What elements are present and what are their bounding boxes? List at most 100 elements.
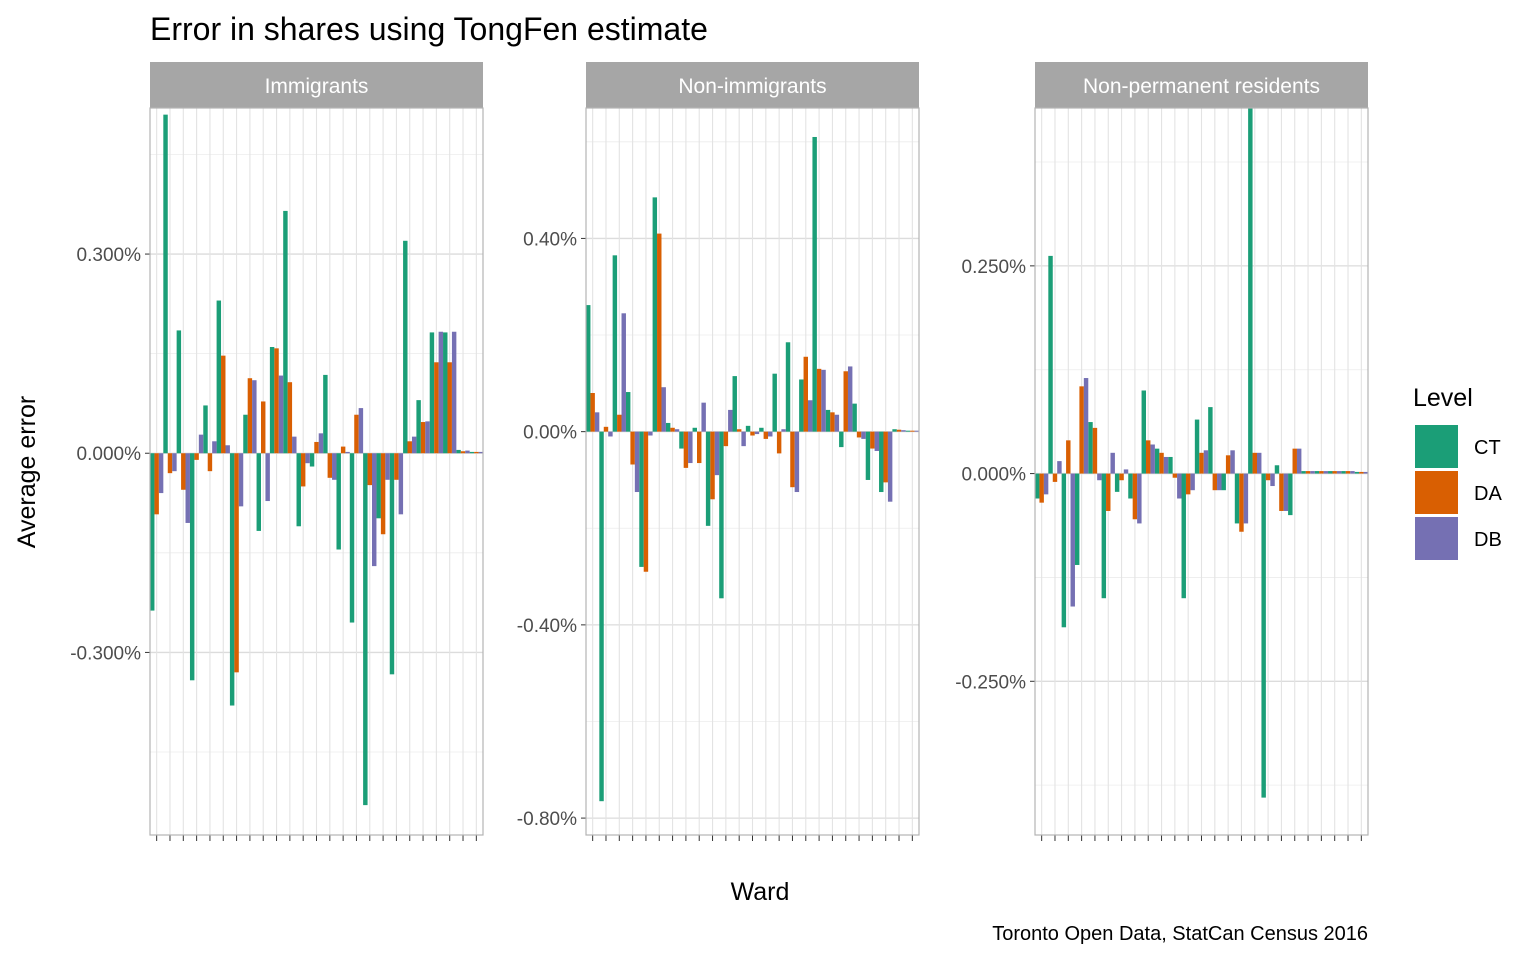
bar-da — [181, 453, 186, 490]
bar-db — [252, 380, 257, 454]
bar-db — [172, 453, 177, 472]
bar-ct — [1035, 473, 1040, 499]
bar-da — [1066, 440, 1071, 474]
y-tick-label: 0.00% — [523, 423, 577, 444]
bar-db — [621, 313, 626, 432]
y-tick-label: -0.80% — [517, 809, 577, 830]
bar-db — [372, 453, 377, 567]
bar-da — [763, 431, 769, 439]
y-tick-label: 0.000% — [962, 465, 1027, 486]
bar-db — [478, 451, 483, 454]
bar-db — [305, 453, 310, 464]
bar-db — [688, 431, 693, 464]
y-tick-label: 0.250% — [962, 257, 1027, 278]
bar-ct — [216, 300, 222, 454]
bar-da — [314, 441, 319, 454]
bar-da — [883, 431, 888, 483]
bar-ct — [732, 376, 737, 432]
bar-ct — [283, 210, 288, 454]
bar-db — [834, 414, 840, 432]
bar-db — [212, 441, 217, 454]
bar-ct — [892, 429, 897, 432]
bar-ct — [389, 453, 395, 675]
bar-ct — [1128, 473, 1133, 499]
bar-da — [247, 378, 253, 454]
bar-db — [1363, 471, 1368, 474]
facet-strip — [586, 62, 919, 108]
bar-ct — [1114, 473, 1120, 492]
bar-db — [1203, 450, 1209, 474]
bar-ct — [812, 136, 817, 432]
bar-db — [1243, 473, 1249, 524]
facet-strip — [150, 62, 483, 108]
bar-ct — [296, 453, 301, 527]
bar-da — [1225, 455, 1231, 474]
bar-da — [1212, 473, 1218, 491]
panel-border — [149, 107, 484, 836]
bar-da — [274, 348, 279, 454]
bar-ct — [772, 373, 777, 432]
bar-db — [1323, 471, 1329, 474]
bar-db — [634, 431, 640, 493]
bar-da — [1292, 448, 1297, 474]
y-tick-label: 0.40% — [523, 229, 577, 250]
bar-da — [816, 368, 822, 432]
bar-db — [465, 450, 470, 454]
bar-ct — [443, 332, 448, 454]
bar-ct — [852, 403, 857, 432]
bar-ct — [652, 197, 658, 432]
bar-db — [847, 366, 853, 432]
bar-ct — [905, 430, 911, 432]
x-axis-title: Ward — [731, 878, 790, 906]
bar-da — [221, 355, 226, 454]
bar-ct — [269, 347, 275, 454]
bar-ct — [376, 453, 381, 519]
legend-key-da — [1415, 471, 1458, 514]
bar-ct — [456, 449, 461, 454]
bar-ct — [349, 453, 355, 623]
legend-label-ct: CT — [1474, 437, 1501, 459]
panel-border — [585, 107, 920, 836]
bar-db — [238, 453, 244, 507]
bar-ct — [1074, 473, 1080, 565]
bar-ct — [692, 427, 697, 432]
bar-ct — [1288, 473, 1293, 516]
bar-db — [808, 400, 813, 432]
bar-da — [630, 431, 635, 465]
bar-da — [910, 430, 915, 432]
bar-db — [411, 436, 417, 454]
bar-da — [1185, 473, 1191, 495]
caption: Toronto Open Data, StatCan Census 2016 — [992, 923, 1368, 945]
bar-ct — [799, 379, 804, 432]
bar-da — [1079, 386, 1084, 474]
legend-key-ct — [1415, 425, 1458, 468]
bar-db — [1283, 473, 1289, 511]
bar-db — [198, 434, 204, 454]
legend-key-db — [1415, 517, 1458, 560]
bar-da — [750, 431, 755, 436]
bar-da — [736, 429, 742, 432]
bar-db — [185, 453, 190, 523]
bar-db — [1163, 456, 1169, 474]
bar-da — [1119, 473, 1124, 481]
bar-ct — [416, 400, 421, 454]
bar-db — [674, 429, 680, 432]
facet-panels: Immigrants -0.300% 0.000% 0.300% Non-immigra… — [70, 62, 1369, 841]
bar-ct — [1221, 473, 1226, 491]
bar-db — [887, 431, 893, 502]
bar-ct — [176, 330, 182, 454]
y-tick-label: 0.300% — [77, 245, 142, 266]
bar-db — [1230, 450, 1235, 474]
bar-da — [167, 453, 173, 474]
bar-ct — [229, 453, 235, 706]
bar-da — [1332, 471, 1337, 474]
y-tick-label: -0.300% — [70, 643, 141, 664]
bar-db — [345, 451, 350, 454]
bar-da — [394, 453, 399, 480]
bar-da — [300, 453, 306, 487]
bar-da — [1359, 471, 1364, 474]
bar-ct — [839, 431, 844, 448]
bar-db — [1137, 473, 1142, 524]
bar-ct — [639, 431, 644, 567]
bar-da — [407, 441, 412, 454]
